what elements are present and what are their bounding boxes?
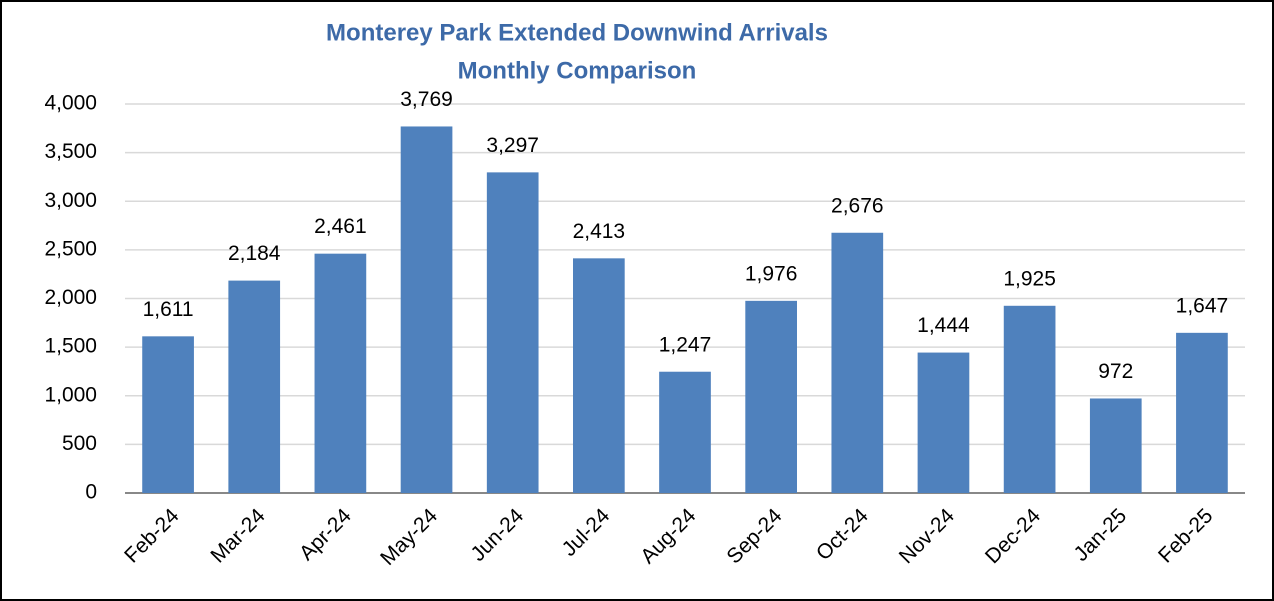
data-label: 1,444 — [917, 314, 970, 337]
y-tick-label: 3,000 — [44, 189, 97, 212]
data-label: 1,976 — [745, 262, 798, 285]
bar — [917, 352, 970, 493]
y-tick-label: 0 — [85, 481, 97, 504]
data-label: 1,611 — [143, 298, 194, 321]
y-tick-label: 2,000 — [44, 286, 97, 309]
data-label: 1,925 — [1003, 267, 1056, 290]
bar — [573, 258, 625, 493]
y-tick-label: 3,500 — [44, 140, 97, 163]
chart-title: Monthly Comparison — [458, 57, 697, 84]
bar — [228, 280, 281, 493]
data-label: 2,461 — [314, 215, 367, 238]
y-tick-label: 1,500 — [44, 335, 97, 358]
y-tick-label: 500 — [62, 432, 97, 455]
data-label: 972 — [1098, 360, 1133, 383]
chart-title: Monterey Park Extended Downwind Arrivals — [326, 19, 828, 46]
data-label: 1,247 — [659, 333, 712, 356]
bar — [1003, 305, 1056, 493]
y-tick-label: 4,000 — [44, 92, 97, 115]
data-label: 3,769 — [400, 88, 453, 111]
bar — [486, 172, 539, 493]
bar — [831, 232, 884, 493]
bar — [745, 300, 797, 493]
data-label: 1,647 — [1176, 294, 1229, 317]
bar — [400, 126, 453, 493]
data-label: 2,413 — [573, 220, 626, 243]
y-tick-label: 1,000 — [44, 383, 97, 406]
data-label: 3,297 — [486, 134, 539, 157]
bar — [314, 253, 367, 493]
bar — [1176, 332, 1228, 493]
bar — [142, 336, 194, 493]
data-label: 2,184 — [228, 242, 281, 265]
y-tick-label: 2,500 — [44, 237, 97, 260]
bar — [659, 371, 711, 493]
bar — [1089, 398, 1142, 493]
data-label: 2,676 — [831, 194, 884, 217]
